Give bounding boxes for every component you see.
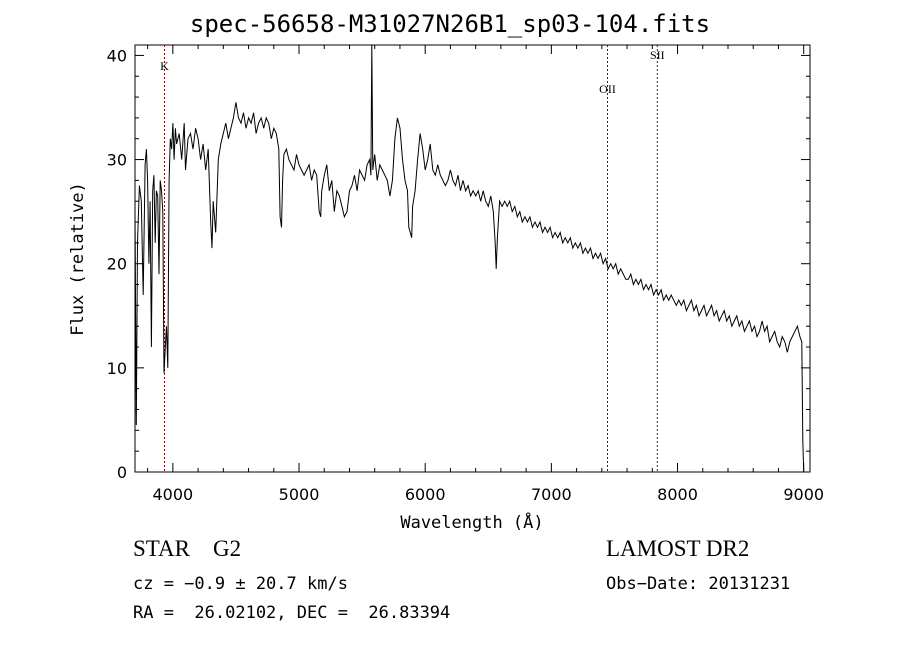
chart-title: spec-56658-M31027N26B1_sp03-104.fits [189,10,711,38]
x-tick-label: 4000 [152,485,193,504]
x-tick-label: 6000 [405,485,446,504]
x-axis-label: Wavelength (Å) [400,511,543,533]
y-tick-label: 20 [107,255,127,274]
y-axis-label: Flux (relative) [68,182,88,336]
y-tick-label: 10 [107,359,127,378]
marker-label-oii: OII [599,82,616,96]
classification: STAR G2 [133,536,241,562]
y-tick-label: 30 [107,151,127,170]
coordinates: RA = 26.02102, DEC = 26.83394 [133,603,451,623]
survey-name: LAMOST DR2 [606,536,750,561]
marker-label-sii: SII [650,48,665,62]
obs-date: Obs−Date: 20131231 [606,574,791,594]
x-tick-label: 7000 [531,485,572,504]
line-markers: K OII SII [160,45,665,472]
y-tick-label: 0 [117,463,127,482]
y-axis: 0 10 20 30 40 [107,46,810,482]
marker-label-k: K [160,59,169,73]
spectrum-series [134,44,805,473]
object-class: STAR [133,536,190,561]
x-tick-label: 9000 [783,485,824,504]
x-tick-label: 5000 [279,485,320,504]
y-tick-label: 40 [107,46,127,65]
redshift-line: cz = −0.9 ± 20.7 km/s [133,574,348,594]
plot-frame [134,44,811,473]
x-tick-label: 8000 [657,485,698,504]
spectrum-line-0 [134,44,805,473]
subclass: G2 [212,536,242,561]
x-axis: 4000 5000 6000 7000 8000 9000 [147,45,824,504]
